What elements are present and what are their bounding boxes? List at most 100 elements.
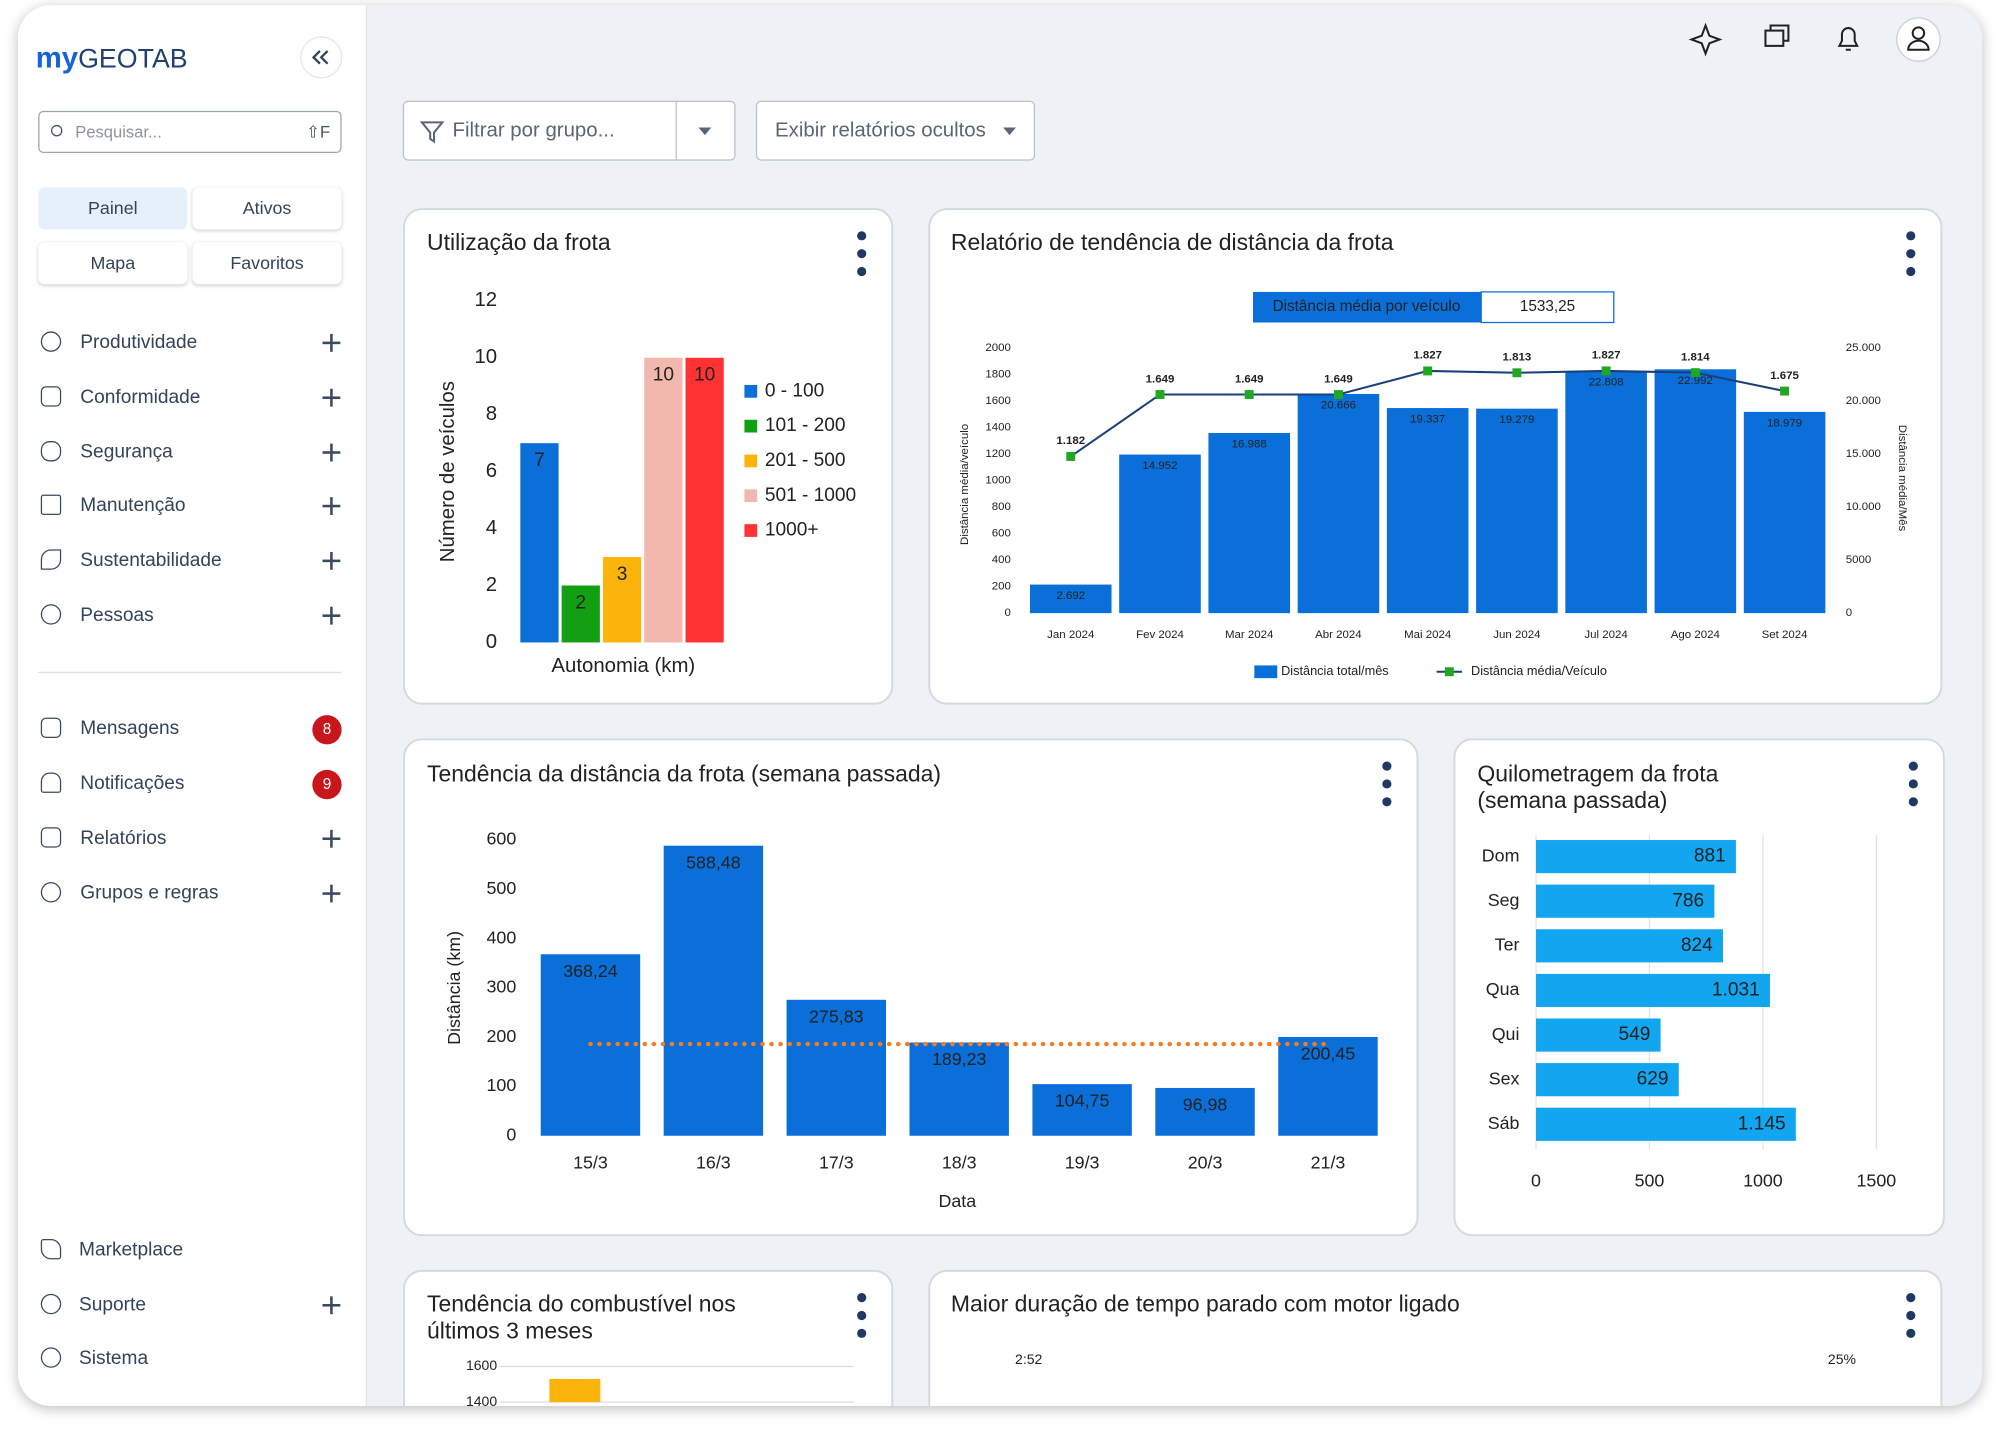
- bar: [520, 443, 559, 643]
- line-marker: [1066, 451, 1076, 461]
- expand-icon[interactable]: [322, 829, 341, 848]
- menu-item[interactable]: Suporte: [79, 1293, 147, 1316]
- legend-label: Distância média/Veículo: [1471, 663, 1607, 678]
- value-label: 824: [1681, 935, 1713, 956]
- bar: [685, 357, 724, 643]
- menu-dot[interactable]: [1906, 1328, 1916, 1338]
- card-title: Utilização da frota: [427, 229, 611, 255]
- y-axis-label: Número de veículos: [437, 381, 459, 562]
- expand-icon[interactable]: [322, 884, 341, 903]
- quick-link[interactable]: Painel: [38, 187, 188, 230]
- bar: [549, 1378, 601, 1403]
- menu-icon: [40, 604, 62, 625]
- menu-item[interactable]: Manutenção: [80, 494, 186, 517]
- card-title: Maior duração de tempo parado com motor …: [950, 1291, 1460, 1317]
- menu-item[interactable]: Sistema: [79, 1347, 149, 1370]
- bar: [663, 845, 764, 1136]
- menu-dot[interactable]: [1906, 1293, 1916, 1303]
- menu-dot[interactable]: [1382, 761, 1392, 771]
- bar: [1536, 1107, 1796, 1141]
- value-label: 1.649: [1324, 373, 1353, 385]
- value-label: 1.813: [1503, 352, 1532, 364]
- bar: [1029, 584, 1112, 614]
- menu-dot[interactable]: [1906, 266, 1916, 277]
- search-shortcut: ⇧F: [306, 122, 331, 142]
- menu-icon: [40, 882, 62, 903]
- menu-icon: [40, 331, 62, 352]
- expand-icon[interactable]: [322, 333, 341, 352]
- menu-icon: [40, 1347, 62, 1368]
- expand-icon[interactable]: [322, 606, 341, 625]
- menu-item[interactable]: Notificações: [80, 772, 185, 795]
- value-label: 786: [1672, 890, 1704, 911]
- dashboard: 0 2 4 6 8 10 12 7 0 - 100 2 101 - 200 3 201 - 500 10 5…: [403, 17, 1945, 1406]
- x-tick-label: Fev 2024: [1136, 629, 1184, 641]
- y-tick-label: 8: [486, 403, 497, 425]
- line-marker: [1601, 366, 1611, 376]
- top-icons: [1688, 17, 1941, 62]
- y-tick-label: 600: [487, 829, 517, 849]
- legend-label: 101 - 200: [765, 415, 846, 436]
- quick-link[interactable]: Favoritos: [192, 242, 342, 285]
- menu-item[interactable]: Relatórios: [80, 827, 167, 849]
- line-marker: [1690, 368, 1700, 378]
- bell-icon[interactable]: [1837, 27, 1859, 51]
- expand-icon[interactable]: [322, 497, 341, 515]
- card-title: Tendência do combustível nos últimos 3 m…: [427, 1291, 736, 1344]
- menu-item[interactable]: Segurança: [80, 441, 173, 463]
- menu-dot[interactable]: [857, 1328, 867, 1338]
- quick-link[interactable]: Mapa: [38, 242, 188, 285]
- menu-dot[interactable]: [857, 231, 867, 241]
- menu-item[interactable]: Marketplace: [79, 1239, 184, 1261]
- collapse-button[interactable]: [300, 36, 343, 79]
- menu-item[interactable]: Sustentabilidade: [80, 549, 222, 572]
- legend-label: 0 - 100: [765, 380, 825, 401]
- group-filter[interactable]: Filtrar por grupo...: [402, 100, 736, 161]
- menu-item[interactable]: Grupos e regras: [80, 882, 219, 904]
- menu-dot[interactable]: [1382, 779, 1392, 789]
- legend-swatch: [744, 419, 758, 433]
- x-tick-label: Abr 2024: [1315, 629, 1362, 641]
- y2-tick-label: 25.000: [1846, 342, 1881, 354]
- expand-icon[interactable]: [322, 551, 341, 570]
- expand-icon[interactable]: [322, 1296, 341, 1315]
- y-tick-label: 200: [992, 581, 1011, 593]
- menu-item[interactable]: Mensagens: [80, 717, 180, 740]
- menu-dot[interactable]: [857, 1293, 867, 1303]
- expand-icon[interactable]: [322, 443, 341, 462]
- menu-item[interactable]: Pessoas: [80, 604, 154, 626]
- menu-dot[interactable]: [1908, 779, 1918, 789]
- y-tick-label: 800: [992, 501, 1011, 513]
- menu-dot[interactable]: [1906, 231, 1916, 241]
- y-tick-label: 1800: [985, 369, 1011, 381]
- menu-dot[interactable]: [1906, 249, 1916, 259]
- logo[interactable]: myGEOTAB: [36, 41, 188, 75]
- assistant-icon[interactable]: [1688, 22, 1723, 57]
- menu-dot[interactable]: [1908, 797, 1918, 807]
- search-icon: [50, 124, 63, 137]
- menu-item[interactable]: Conformidade: [80, 386, 201, 408]
- menu-dot[interactable]: [857, 1310, 867, 1321]
- menu-dot[interactable]: [1382, 797, 1392, 807]
- menu-dot[interactable]: [857, 266, 867, 277]
- bar: [1032, 1084, 1132, 1136]
- menu-dot[interactable]: [857, 249, 867, 259]
- expand-icon[interactable]: [322, 388, 341, 407]
- search-box[interactable]: Pesquisar... ⇧F: [38, 110, 342, 153]
- x-tick-label: 1000: [1743, 1170, 1783, 1190]
- menu-dot[interactable]: [1906, 1310, 1916, 1321]
- menu-item[interactable]: Produtividade: [80, 331, 198, 354]
- windows-icon[interactable]: [1764, 29, 1785, 47]
- bar: [1208, 432, 1290, 614]
- menu-icon: [40, 1239, 62, 1260]
- value-label: 3: [617, 564, 628, 585]
- menu-icon: [40, 549, 62, 570]
- menu-dot[interactable]: [1908, 761, 1918, 771]
- quick-link[interactable]: Ativos: [192, 187, 342, 230]
- value-label: 22.808: [1589, 377, 1624, 389]
- y-tick-label: Qua: [1486, 979, 1520, 999]
- hidden-reports[interactable]: Exibir relatórios ocultos: [755, 100, 1036, 161]
- bar: [1536, 1063, 1679, 1097]
- bar: [1536, 1018, 1661, 1052]
- x-tick-label: 16/3: [696, 1153, 731, 1173]
